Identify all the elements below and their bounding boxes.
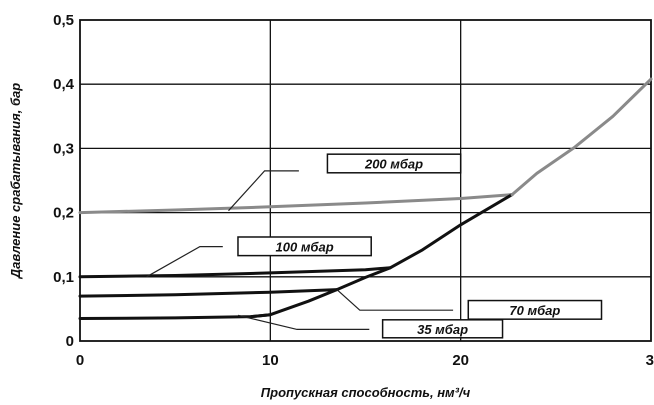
y-tick-label: 0,3 <box>53 140 74 157</box>
x-tick-label: 3 <box>646 352 654 369</box>
y-tick-label: 0,4 <box>53 76 75 93</box>
annotation-label: 35 мбар <box>417 322 468 337</box>
x-tick-label: 10 <box>262 352 279 369</box>
series-line <box>78 288 339 298</box>
plot-frame <box>79 19 652 342</box>
annotation-label: 70 мбар <box>509 303 560 318</box>
annotation-box <box>467 299 603 320</box>
y-tick-label: 0,1 <box>53 269 74 286</box>
annotation-box <box>326 153 462 174</box>
annotation-label: 200 мбар <box>364 156 423 171</box>
annotation-leader <box>237 314 370 330</box>
x-axis-label: Пропускная способность, нм³/ч <box>261 385 471 400</box>
series-line <box>78 193 514 215</box>
y-tick-label: 0,5 <box>53 12 74 29</box>
series-line <box>78 266 392 279</box>
y-tick-label: 0 <box>66 333 74 350</box>
annotation-box <box>237 236 372 257</box>
series-line <box>249 193 514 319</box>
y-axis-label: Давление срабатывания, бар <box>8 83 23 279</box>
x-tick-label: 20 <box>452 352 469 369</box>
annotation-leader <box>228 170 299 212</box>
annotation-box <box>381 319 504 339</box>
annotation-leader <box>336 289 454 311</box>
x-tick-label: 0 <box>76 352 84 369</box>
annotation-leader <box>146 246 223 278</box>
y-tick-label: 0,2 <box>53 205 74 222</box>
series-line <box>510 77 653 197</box>
annotation-label: 100 мбар <box>276 239 334 254</box>
